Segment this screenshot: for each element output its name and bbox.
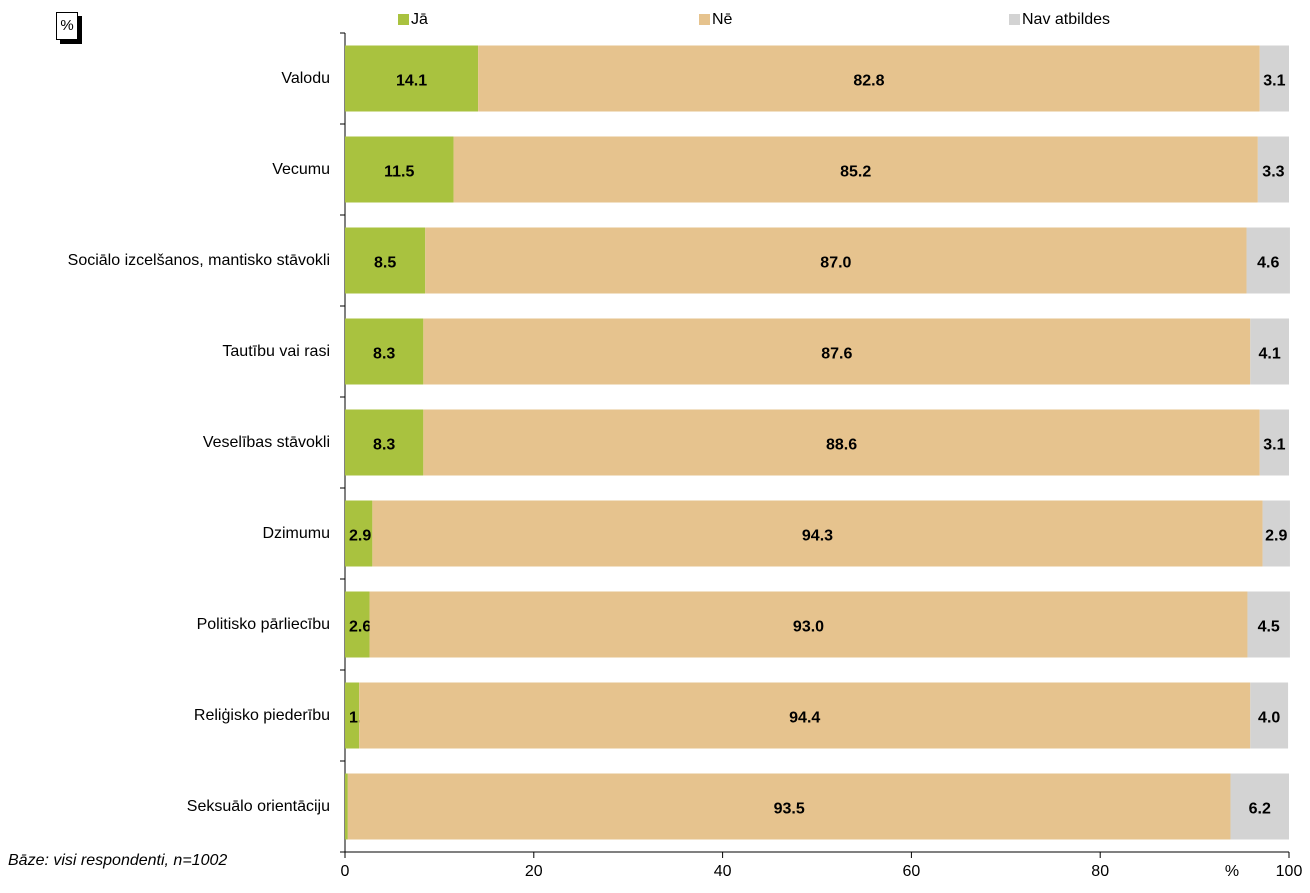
category-label: Vecumu: [272, 160, 330, 178]
value-label: 8.3: [373, 437, 395, 454]
bar-segment: [1250, 682, 1289, 749]
value-label: 4.1: [1259, 346, 1281, 363]
category-label: Dzimumu: [262, 524, 330, 542]
bar-segment: [1247, 591, 1290, 658]
value-label: 3.1: [1263, 437, 1285, 454]
value-label: 87.0: [820, 255, 851, 272]
bar-segment: [345, 136, 454, 203]
bar-segment: [453, 136, 1258, 203]
bar-segment: [423, 409, 1260, 476]
bar-segment: [1259, 45, 1289, 112]
value-label: 2.9: [349, 528, 371, 545]
bar-segment: [1250, 318, 1289, 385]
base-note: Bāze: visi respondenti, n=1002: [8, 852, 228, 869]
bar-segment: [1257, 136, 1289, 203]
legend-label: Jā: [411, 11, 428, 28]
legend-label: Nav atbildes: [1022, 11, 1110, 28]
value-label: 6.2: [1249, 801, 1271, 818]
x-tick-label: 20: [525, 863, 543, 880]
legend-label: Nē: [712, 11, 733, 28]
value-label: 2.6: [349, 619, 371, 636]
bar-segment: [345, 409, 424, 476]
category-label: Veselības stāvokli: [202, 433, 330, 451]
bar-segment: [345, 682, 360, 749]
value-label: 93.0: [793, 619, 824, 636]
bar-segment: [1230, 773, 1289, 840]
value-label: 88.6: [826, 437, 857, 454]
bar-segment: [1262, 500, 1290, 567]
bar-segment: [345, 45, 479, 112]
x-tick-label: 80: [1091, 863, 1109, 880]
bar-segment: [369, 591, 1248, 658]
bar-segment: [1259, 409, 1289, 476]
bar-segment: [347, 773, 1231, 840]
legend-swatch: [398, 14, 409, 25]
x-tick-label: 100: [1276, 863, 1303, 880]
value-label: 3.3: [1262, 164, 1284, 181]
bar-segment: [425, 227, 1247, 294]
bar-segment: [359, 682, 1251, 749]
category-label: Seksuālo orientāciju: [186, 797, 330, 815]
category-label: Sociālo izcelšanos, mantisko stāvokli: [67, 251, 330, 269]
unit-box: %: [56, 12, 78, 40]
x-tick-label: 60: [903, 863, 921, 880]
legend-swatch: [1009, 14, 1020, 25]
x-unit: %: [1225, 863, 1239, 880]
bar-segment: [345, 227, 426, 294]
bar-segment: [478, 45, 1260, 112]
bar-segment: [423, 318, 1251, 385]
value-label: 11.5: [384, 164, 414, 181]
value-label: 82.8: [853, 73, 884, 90]
value-label: 2.9: [1265, 528, 1287, 545]
value-label: 4.0: [1258, 710, 1280, 727]
bar-segment: [345, 500, 373, 567]
value-label: 85.2: [840, 164, 871, 181]
bar-segment: [372, 500, 1263, 567]
category-label: Valodu: [281, 69, 330, 87]
value-label: 94.4: [789, 710, 820, 727]
value-label: 87.6: [821, 346, 852, 363]
bar-segment: [345, 318, 424, 385]
bar-segment: [345, 591, 370, 658]
value-label: 4.6: [1257, 255, 1279, 272]
category-label: Tautību vai rasi: [222, 342, 330, 360]
x-tick-label: 40: [714, 863, 732, 880]
legend-swatch: [699, 14, 710, 25]
value-label: 14.1: [396, 73, 427, 90]
category-label: Politisko pārliecību: [196, 615, 330, 633]
x-tick-label: 0: [341, 863, 350, 880]
value-label: 3.1: [1263, 73, 1285, 90]
value-label: 4.5: [1258, 619, 1280, 636]
category-label: Reliģisko piederību: [193, 706, 330, 724]
bar-segment: [1246, 227, 1290, 294]
value-label: 8.5: [374, 255, 396, 272]
value-label: 8.3: [373, 346, 395, 363]
value-label: 94.3: [802, 528, 833, 545]
value-label: 93.5: [774, 801, 805, 818]
bar-segment: [345, 773, 348, 840]
